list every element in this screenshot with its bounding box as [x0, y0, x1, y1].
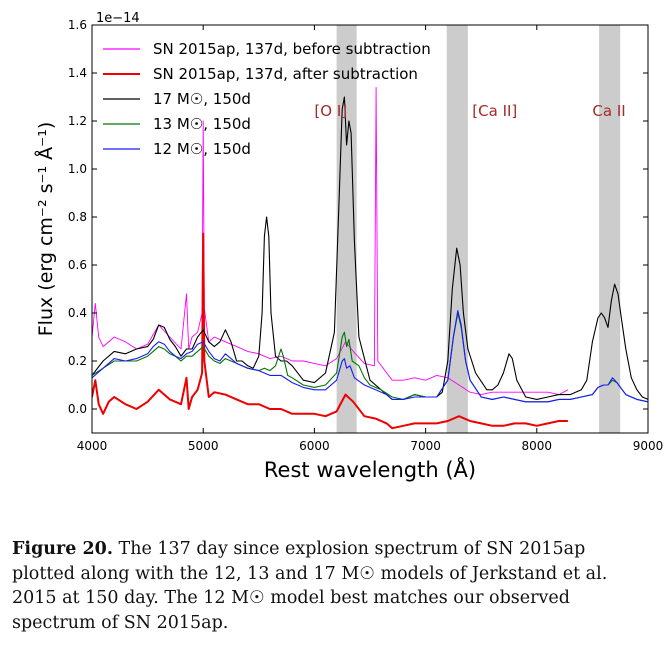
y-tick-label-2: 0.4 [68, 306, 87, 320]
series-line-0 [92, 86, 569, 396]
line-labels: [O I] [Ca II] Ca II [314, 102, 625, 120]
series-line-2 [92, 96, 648, 400]
series-line-4 [92, 310, 648, 403]
band-2 [599, 25, 621, 433]
x-tick-label-0: 4000 [77, 439, 108, 453]
x-tick-label-1: 5000 [188, 439, 219, 453]
plot-frame [91, 24, 649, 434]
y-tick-label-7: 1.4 [68, 66, 87, 80]
legend-entry-3: 13 M☉, 150d [153, 115, 251, 133]
y-tick-label-4: 0.8 [68, 210, 87, 224]
caption-text: The 137 day since explosion spectrum of … [12, 539, 608, 633]
band-1 [446, 25, 468, 433]
x-tick-label-2: 6000 [299, 439, 330, 453]
y-axis-ticks: 0.0 0.2 0.4 0.6 0.8 1.0 1.2 1.4 1.6 [68, 18, 648, 416]
offset-label: 1e−14 [96, 11, 140, 26]
legend-entry-4: 12 M☉, 150d [153, 140, 251, 158]
spectrum-chart: [O I] [Ca II] Ca II 4000 5000 6000 7000 8000 90… [34, 11, 664, 482]
y-tick-label-6: 1.2 [68, 114, 87, 128]
legend-entry-2: 17 M☉, 150d [153, 90, 251, 108]
band-label-2: Ca II [592, 102, 625, 120]
caption-label: Figure 20. [12, 539, 113, 559]
band-label-0: [O I] [314, 102, 347, 120]
y-tick-label-1: 0.2 [68, 354, 87, 368]
y-tick-label-3: 0.6 [68, 258, 87, 272]
series-line-3 [92, 312, 648, 403]
x-axis-label: Rest wavelength (Å) [264, 456, 476, 482]
legend-entry-0: SN 2015ap, 137d, before subtraction [153, 40, 431, 58]
y-axis-label: Flux (erg cm⁻² s⁻¹ Å⁻¹) [34, 122, 57, 337]
band-label-1: [Ca II] [472, 102, 517, 120]
y-tick-label-0: 0.0 [68, 402, 87, 416]
y-tick-label-8: 1.6 [68, 18, 87, 32]
legend-entry-1: SN 2015ap, 137d, after subtraction [153, 65, 418, 83]
x-tick-label-3: 7000 [410, 439, 441, 453]
figure-caption: Figure 20. The 137 day since explosion s… [12, 537, 652, 635]
x-axis-ticks: 4000 5000 6000 7000 8000 9000 [77, 25, 664, 453]
spectrum-lines [92, 86, 648, 430]
highlight-bands [336, 25, 621, 433]
y-tick-label-5: 1.0 [68, 162, 87, 176]
x-tick-label-5: 9000 [633, 439, 664, 453]
legend: SN 2015ap, 137d, before subtraction SN 20… [103, 40, 431, 158]
x-tick-label-4: 8000 [522, 439, 553, 453]
series-line-1 [92, 232, 568, 430]
